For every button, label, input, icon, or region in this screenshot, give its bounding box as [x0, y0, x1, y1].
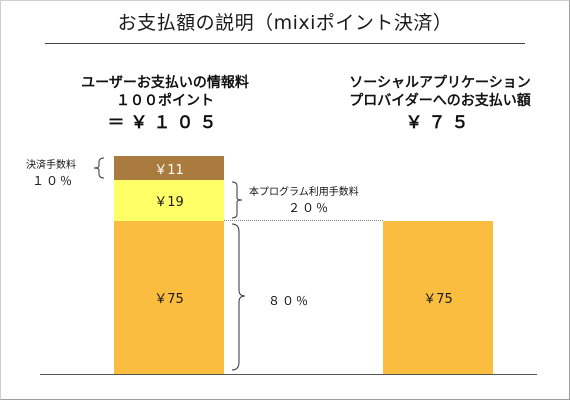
- user-payment-heading-line2: １００ポイント: [116, 93, 214, 109]
- settlement-fee-brace: [93, 157, 105, 179]
- provider-payment-heading-line2: プロバイダーへのお支払い額: [349, 93, 531, 109]
- user-payment-total: ＝￥１０５: [107, 113, 223, 133]
- provider-payment-bar: ￥75: [383, 221, 493, 374]
- program-fee-label: 本プログラム利用手数料: [249, 187, 359, 198]
- provider-share-segment: ￥75: [114, 221, 224, 374]
- settlement-fee-label: 決済手数料: [26, 160, 76, 171]
- page-title: お支払額の説明（mixiポイント決済）: [117, 12, 453, 34]
- provider-payment-total: ￥７５: [405, 113, 475, 133]
- provider-share-pct: ８０％: [268, 294, 311, 308]
- level-guide-line: [224, 220, 383, 221]
- baseline: [40, 374, 537, 375]
- provider-payment-heading-line1: ソーシャルアプリケーション: [349, 75, 531, 91]
- title-divider: [45, 43, 525, 44]
- settlement-fee-pct: １０％: [32, 174, 75, 188]
- provider-payment-heading: ソーシャルアプリケーション プロバイダーへのお支払い額 ￥７５: [315, 74, 565, 132]
- user-payment-heading: ユーザーお支払いの情報料 １００ポイント ＝￥１０５: [40, 74, 290, 132]
- settlement-fee-segment: ￥11: [114, 156, 224, 180]
- program-fee-brace: [231, 181, 243, 219]
- program-fee-pct: ２０％: [288, 201, 331, 215]
- program-fee-segment: ￥19: [114, 180, 224, 221]
- provider-share-brace: [231, 223, 246, 371]
- user-payment-heading-line1: ユーザーお支払いの情報料: [81, 75, 249, 91]
